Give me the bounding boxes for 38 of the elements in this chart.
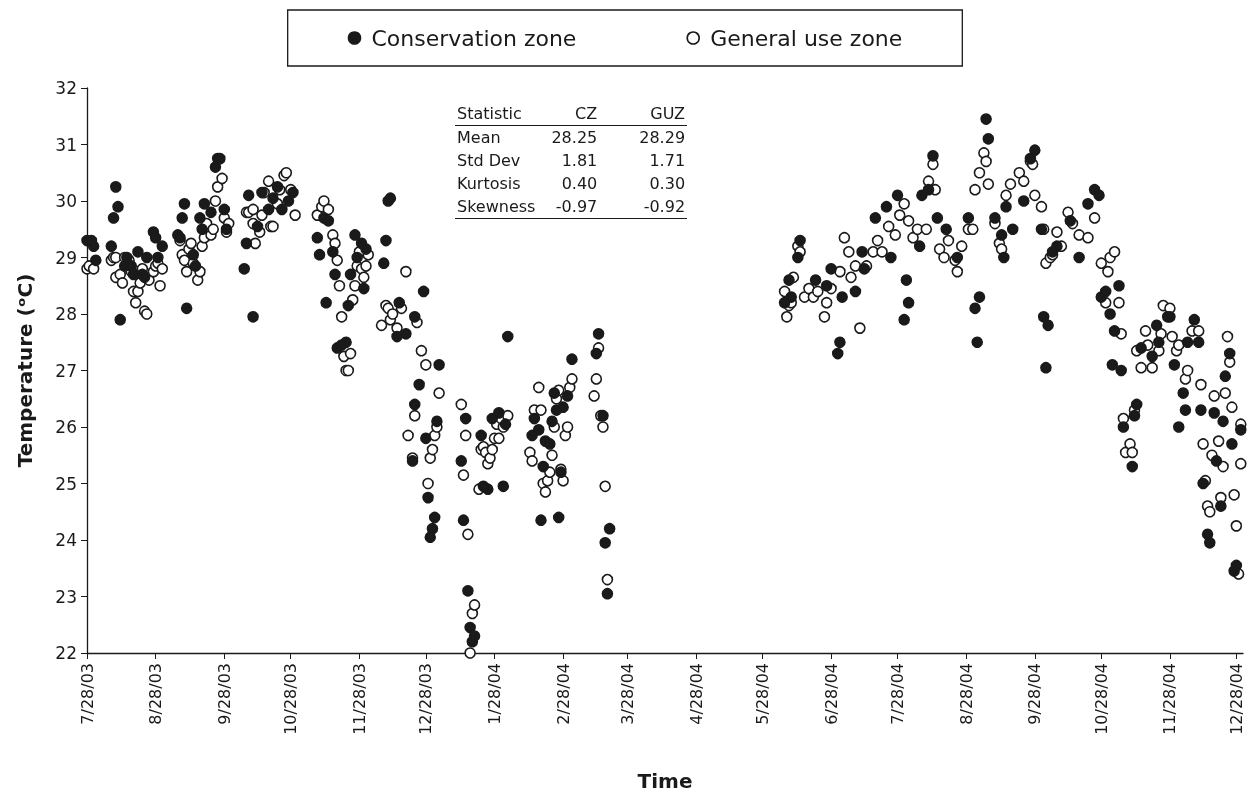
- y-tick-label: 30: [55, 191, 77, 211]
- y-tick-label: 32: [55, 78, 77, 98]
- y-tick-label: 31: [55, 134, 77, 155]
- x-tick-label: 9/28/03: [214, 663, 234, 725]
- x-tick-label: 2/28/04: [553, 663, 573, 725]
- y-tick-label: 26: [55, 417, 77, 437]
- x-tick-label: 10/28/03: [281, 663, 301, 735]
- x-tick-label: 7/28/03: [77, 663, 97, 725]
- y-tick-label: 27: [55, 360, 77, 381]
- y-axis-title: Temperature (ᵒC): [13, 273, 37, 468]
- text: Mean 28.25 28.29: [457, 128, 686, 147]
- x-tick-label: 10/28/04: [1091, 663, 1111, 735]
- x-tick-label: 11/28/03: [349, 663, 369, 735]
- y-tick-label: 23: [55, 586, 77, 607]
- x-tick-label: 6/28/04: [821, 663, 841, 725]
- x-axis-title: Time: [637, 769, 693, 793]
- x-tick-label: 4/28/04: [686, 663, 706, 725]
- x-tick-label: 5/28/04: [752, 663, 772, 725]
- text: Std Dev 1.81 1.71: [457, 151, 686, 170]
- x-tick-label: 1/28/04: [484, 663, 504, 725]
- x-tick-label: 12/28/03: [416, 663, 436, 735]
- legend-label: Conservation zone: [371, 25, 577, 51]
- text: Skewness -0.97 -0.92: [457, 197, 686, 216]
- x-tick-label: 12/28/04: [1226, 663, 1246, 735]
- y-tick-label: 29: [55, 247, 77, 268]
- legend-label: General use zone: [710, 25, 903, 51]
- y-tick-label: 28: [55, 304, 77, 324]
- y-tick-label: 22: [55, 643, 77, 663]
- text: Kurtosis 0.40 0.30: [457, 174, 686, 193]
- text: Statistic CZ GUZ: [457, 104, 686, 123]
- x-tick-label: 8/28/03: [146, 663, 166, 725]
- x-tick-label: 8/28/04: [956, 663, 976, 725]
- x-tick-label: 9/28/04: [1025, 663, 1045, 725]
- x-tick-label: 3/28/04: [617, 663, 637, 725]
- y-tick-label: 24: [55, 530, 77, 550]
- x-tick-label: 11/28/04: [1160, 663, 1180, 735]
- y-tick-label: 25: [55, 473, 77, 494]
- x-tick-label: 7/28/04: [888, 663, 908, 725]
